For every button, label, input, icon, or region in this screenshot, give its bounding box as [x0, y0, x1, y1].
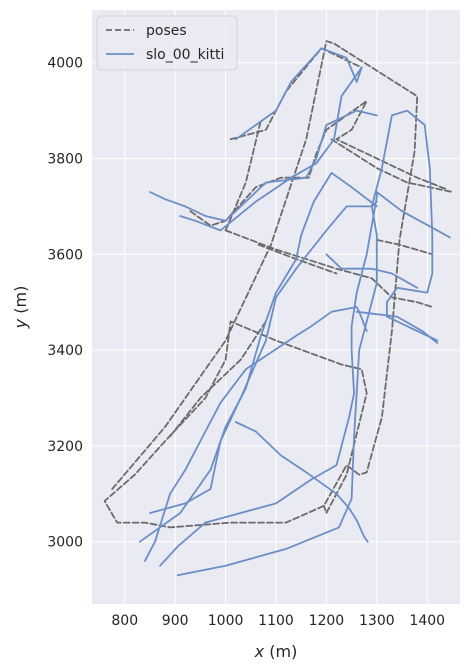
series-line-slo-00-kitti — [176, 109, 439, 577]
x-tick-label: 1100 — [258, 613, 294, 629]
y-axis-label: y (m) — [11, 286, 30, 330]
series-layer — [103, 40, 454, 577]
tick-labels: 800 900 1000 1100 1200 1300 1400 3000 3200 3400 36… — [47, 56, 445, 629]
series-poses — [103, 40, 454, 529]
x-tick-label: 800 — [111, 613, 138, 629]
x-axis-label: x (m) — [254, 642, 298, 661]
series-line-slo-00-kitti — [149, 109, 378, 222]
y-tick-label: 4000 — [47, 56, 83, 72]
series-line-slo-00-kitti — [159, 191, 451, 567]
series-line-slo-00-kitti — [144, 306, 368, 562]
series-line-slo-00-kitti — [234, 421, 369, 543]
x-tick-label: 1300 — [359, 613, 395, 629]
series-line-poses — [229, 47, 363, 141]
series-line-slo-00-kitti — [139, 172, 378, 543]
series-line-slo-00-kitti — [149, 200, 378, 514]
y-tick-label: 3000 — [47, 535, 83, 551]
x-axis-var: x — [254, 642, 265, 661]
series-line-slo-00-kitti — [179, 47, 363, 232]
y-tick-label: 3400 — [47, 343, 83, 359]
series-line-poses — [224, 229, 434, 308]
series-slo-00-kitti — [139, 47, 451, 577]
x-tick-label: 1000 — [208, 613, 244, 629]
x-tick-label: 1200 — [309, 613, 345, 629]
series-line-poses — [169, 320, 267, 438]
series-line-slo-00-kitti — [355, 310, 439, 344]
y-tick-label: 3200 — [47, 439, 83, 455]
y-axis-unit: (m) — [11, 286, 30, 314]
series-line-slo-00-kitti — [325, 253, 419, 289]
legend-label-slo-00-kitti: slo_00_kitti — [146, 47, 224, 63]
legend: poses slo_00_kitti — [96, 15, 238, 71]
series-line-poses — [375, 239, 434, 256]
x-tick-label: 1400 — [409, 613, 445, 629]
legend-box — [96, 15, 238, 71]
y-tick-label: 3800 — [47, 152, 83, 168]
x-axis-unit: (m) — [269, 642, 297, 661]
y-tick-label: 3600 — [47, 247, 83, 263]
series-line-poses — [103, 40, 419, 529]
x-tick-label: 900 — [162, 613, 189, 629]
y-axis-var: y — [11, 318, 30, 329]
legend-label-poses: poses — [146, 23, 187, 39]
